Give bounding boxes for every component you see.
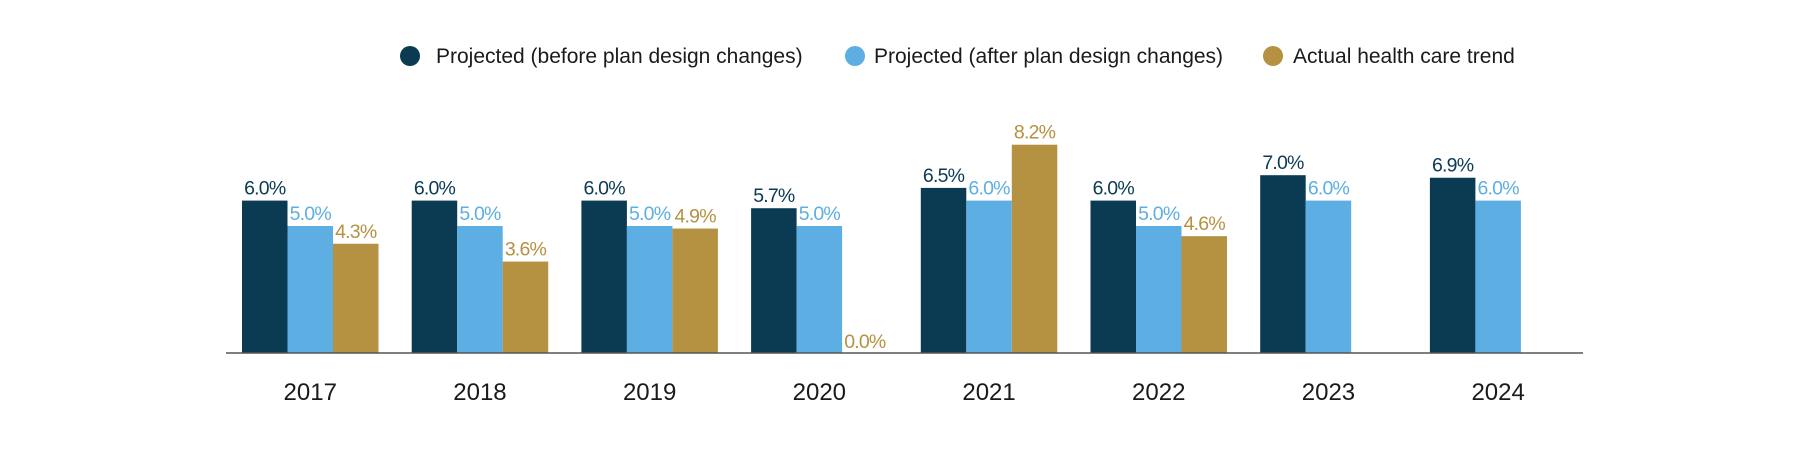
x-tick-label-2019: 2019 — [623, 379, 676, 406]
bar-2021-series-3 — [1011, 144, 1058, 353]
bar-2020-series-2 — [796, 226, 843, 353]
x-tick-label-2017: 2017 — [284, 379, 337, 406]
value-label-2017-series-1: 6.0% — [244, 178, 286, 200]
value-label-2021-series-3: 8.2% — [1014, 122, 1056, 144]
legend-marker-2 — [845, 46, 865, 66]
legend-marker-3 — [1263, 46, 1283, 66]
value-label-2019-series-2: 5.0% — [629, 203, 671, 225]
bar-2018-series-2 — [457, 226, 503, 353]
value-label-2022-series-3: 4.6% — [1184, 213, 1226, 235]
value-label-2021-series-1: 6.5% — [923, 165, 965, 187]
legend-label-2: Projected (after plan design changes) — [874, 45, 1223, 68]
x-tick-label-2023: 2023 — [1302, 379, 1355, 406]
value-label-2024-series-1: 6.9% — [1432, 155, 1474, 177]
value-label-2018-series-3: 3.6% — [505, 239, 547, 261]
value-label-2024-series-2: 6.0% — [1478, 178, 1520, 200]
value-label-2017-series-3: 4.3% — [335, 221, 377, 243]
bars-group — [242, 144, 1521, 353]
bar-2022-series-3 — [1181, 236, 1227, 353]
bar-2024-series-1 — [1429, 177, 1476, 353]
x-tick-label-2024: 2024 — [1471, 379, 1524, 406]
value-labels-group: 6.0%5.0%4.3%6.0%5.0%3.6%6.0%5.0% 4.9%5.7%… — [244, 122, 1520, 353]
bar-2018-series-3 — [502, 261, 549, 353]
value-label-2021-series-2: 6.0% — [968, 178, 1010, 200]
bar-2018-series-1 — [411, 200, 458, 353]
value-label-2017-series-2: 5.0% — [290, 203, 332, 225]
bar-2022-series-2 — [1136, 226, 1182, 353]
value-label-2018-series-1: 6.0% — [414, 178, 456, 200]
value-label-2023-series-2: 6.0% — [1308, 178, 1350, 200]
bar-2017-series-3 — [333, 243, 379, 353]
bar-2019-series-2 — [626, 226, 673, 353]
value-label-2023-series-1: 7.0% — [1262, 152, 1304, 174]
bar-2017-series-2 — [287, 226, 333, 353]
x-tick-label-2021: 2021 — [962, 379, 1015, 406]
bar-2021-series-1 — [920, 187, 967, 353]
value-label-2019-series-1: 6.0% — [584, 178, 626, 200]
legend-label-3: Actual health care trend — [1293, 45, 1515, 68]
value-label-2020-series-3: 0.0% — [844, 331, 886, 353]
bar-2023-series-1 — [1260, 175, 1306, 353]
bar-2020-series-1 — [751, 208, 797, 353]
value-label-2022-series-2: 5.0% — [1138, 203, 1180, 225]
value-label-2020-series-1: 5.7% — [753, 185, 795, 207]
value-label-2019-series-3: 4.9% — [675, 206, 717, 228]
bar-2017-series-1 — [242, 200, 288, 353]
x-axis-tick-labels: 2017 2018 2019 2020 2021 2022 2023 2024 — [284, 379, 1525, 406]
bar-2021-series-2 — [966, 200, 1012, 353]
value-label-2018-series-2: 5.0% — [459, 203, 501, 225]
value-label-2020-series-2: 5.0% — [799, 203, 841, 225]
bar-2019-series-1 — [581, 200, 627, 353]
bar-2024-series-2 — [1475, 200, 1521, 353]
legend-marker-1 — [400, 46, 420, 66]
value-label-2022-series-1: 6.0% — [1093, 178, 1135, 200]
x-tick-label-2018: 2018 — [453, 379, 506, 406]
legend-label-1: Projected (before plan design changes) — [436, 45, 803, 68]
bar-2019-series-3 — [672, 228, 718, 353]
x-tick-label-2020: 2020 — [793, 379, 846, 406]
x-tick-label-2022: 2022 — [1132, 379, 1185, 406]
chart-legend: Projected (before plan design changes) Pr… — [400, 45, 1515, 68]
bar-2022-series-1 — [1090, 200, 1136, 353]
bar-2023-series-2 — [1305, 200, 1352, 353]
